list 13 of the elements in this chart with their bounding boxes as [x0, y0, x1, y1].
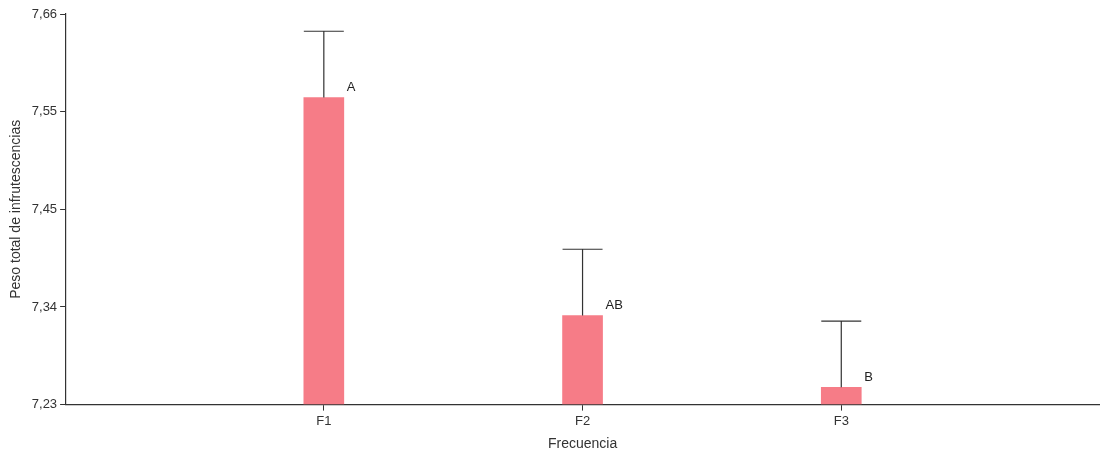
y-tick-label: 7,34 — [31, 298, 58, 314]
x-tick-label: F2 — [574, 412, 591, 428]
y-tick-label: 7,66 — [31, 5, 58, 21]
x-axis-title: Frecuencia — [547, 435, 618, 452]
annotation: B — [864, 368, 873, 384]
y-tick-label: 7,23 — [31, 396, 58, 412]
annotation: AB — [605, 297, 623, 313]
y-axis-title: Peso total de infrutescencias — [7, 119, 24, 299]
annotation: A — [346, 79, 356, 95]
y-tick-label: 7,55 — [31, 103, 58, 119]
x-tick-label: F3 — [833, 412, 849, 428]
x-tick-label: F1 — [316, 412, 332, 428]
y-tick-label: 7,45 — [31, 200, 58, 216]
